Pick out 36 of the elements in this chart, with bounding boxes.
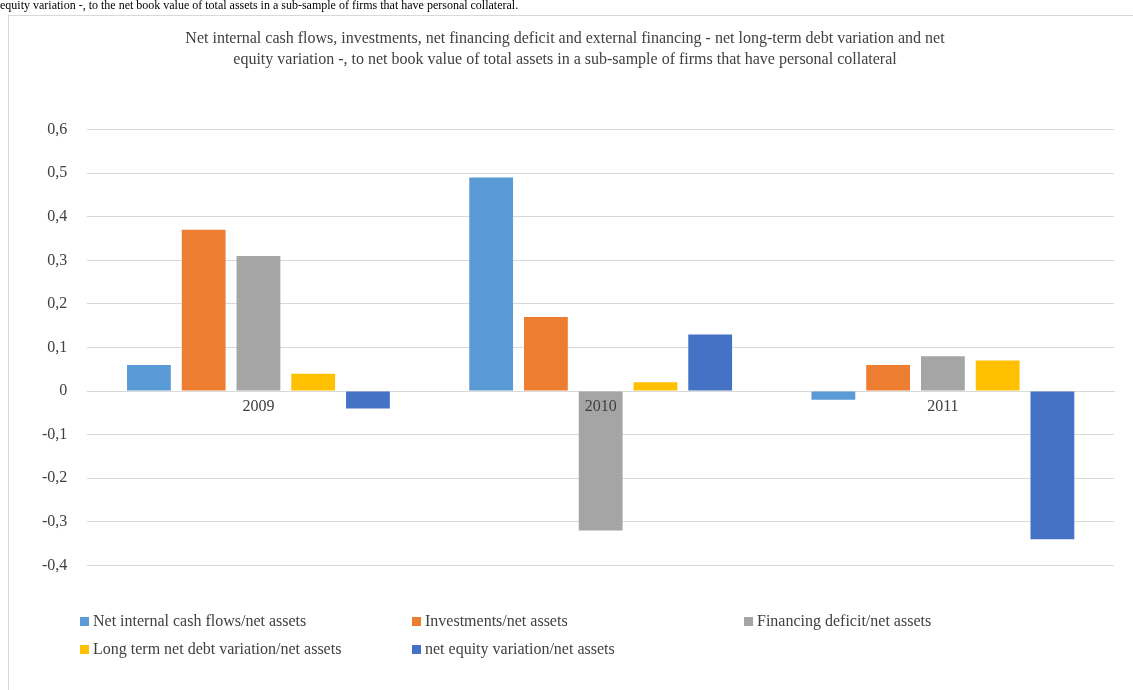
- bar: [811, 391, 856, 400]
- bar: [236, 255, 281, 391]
- legend-label: Financing deficit/net assets: [757, 612, 932, 630]
- y-tick-label: -0,3: [42, 512, 68, 530]
- bar: [975, 360, 1020, 391]
- bar: [633, 382, 678, 391]
- bar: [524, 316, 568, 391]
- y-tick-label: 0,4: [47, 206, 68, 224]
- y-tick-label: -0,1: [42, 424, 68, 442]
- x-tick-label: 2010: [584, 397, 617, 415]
- legend-label: Investments/net assets: [425, 612, 568, 630]
- y-tick-label: 0,1: [47, 337, 68, 355]
- legend-label: Net internal cash flows/net assets: [93, 612, 307, 630]
- bar: [127, 364, 171, 391]
- y-tick-label: 0,5: [47, 163, 68, 181]
- bar: [346, 391, 390, 409]
- x-tick-label: 2009: [242, 397, 275, 415]
- legend-label: net equity variation/net assets: [425, 640, 615, 658]
- y-tick-label: 0,3: [47, 250, 68, 268]
- x-tick-label: 2011: [927, 397, 959, 415]
- bar: [866, 364, 911, 391]
- bar: [920, 356, 965, 391]
- chart-title: Net internal cash flows, investments, net financing deficit and external financing - net long-term debt variation and net equity variation -, to net book value of total assets in a sub-sample of firms that have personal collateral: [185, 28, 945, 69]
- bar: [181, 229, 226, 391]
- bar: [688, 334, 733, 391]
- bar: [469, 177, 514, 391]
- legend-label: Long term net debt variation/net assets: [93, 640, 342, 658]
- y-tick-label: 0,6: [47, 119, 68, 137]
- y-tick-label: -0,4: [42, 555, 68, 573]
- bar: [291, 373, 336, 391]
- bar: [578, 391, 623, 531]
- y-tick-label: 0,2: [47, 294, 68, 312]
- y-tick-label: -0,2: [42, 468, 68, 486]
- bar: [1030, 391, 1075, 540]
- text: equity variation -, to the net book value of total assets in a sub-sample of firms that have personal collateral.: [0, 0, 520, 13]
- y-tick-label: 0: [59, 381, 68, 399]
